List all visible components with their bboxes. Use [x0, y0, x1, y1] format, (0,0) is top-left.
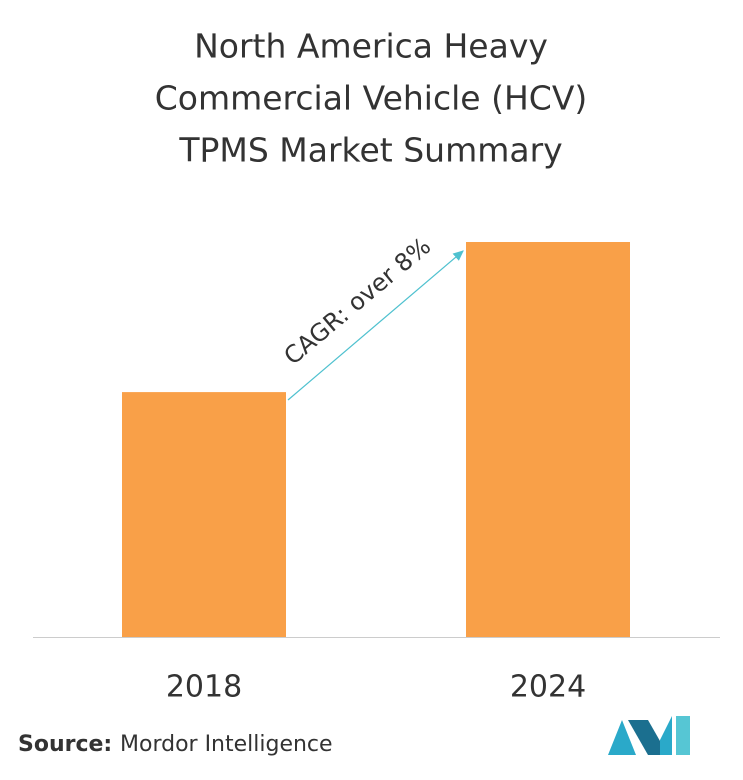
cagr-annotation: CAGR: over 8% [279, 232, 437, 371]
chart-title: Commercial Vehicle (HCV) [155, 79, 588, 118]
chart-title: North America Heavy [194, 27, 548, 66]
x-tick-label: 2024 [510, 670, 586, 705]
source: Mordor Intelligence [120, 732, 333, 757]
bar [122, 392, 286, 637]
logo [608, 716, 690, 755]
bar [466, 242, 630, 637]
x-tick-label: 2018 [166, 670, 242, 705]
chart-title: TPMS Market Summary [178, 131, 562, 170]
cagr-arrow [287, 250, 464, 401]
source-label: Source: [18, 732, 112, 757]
